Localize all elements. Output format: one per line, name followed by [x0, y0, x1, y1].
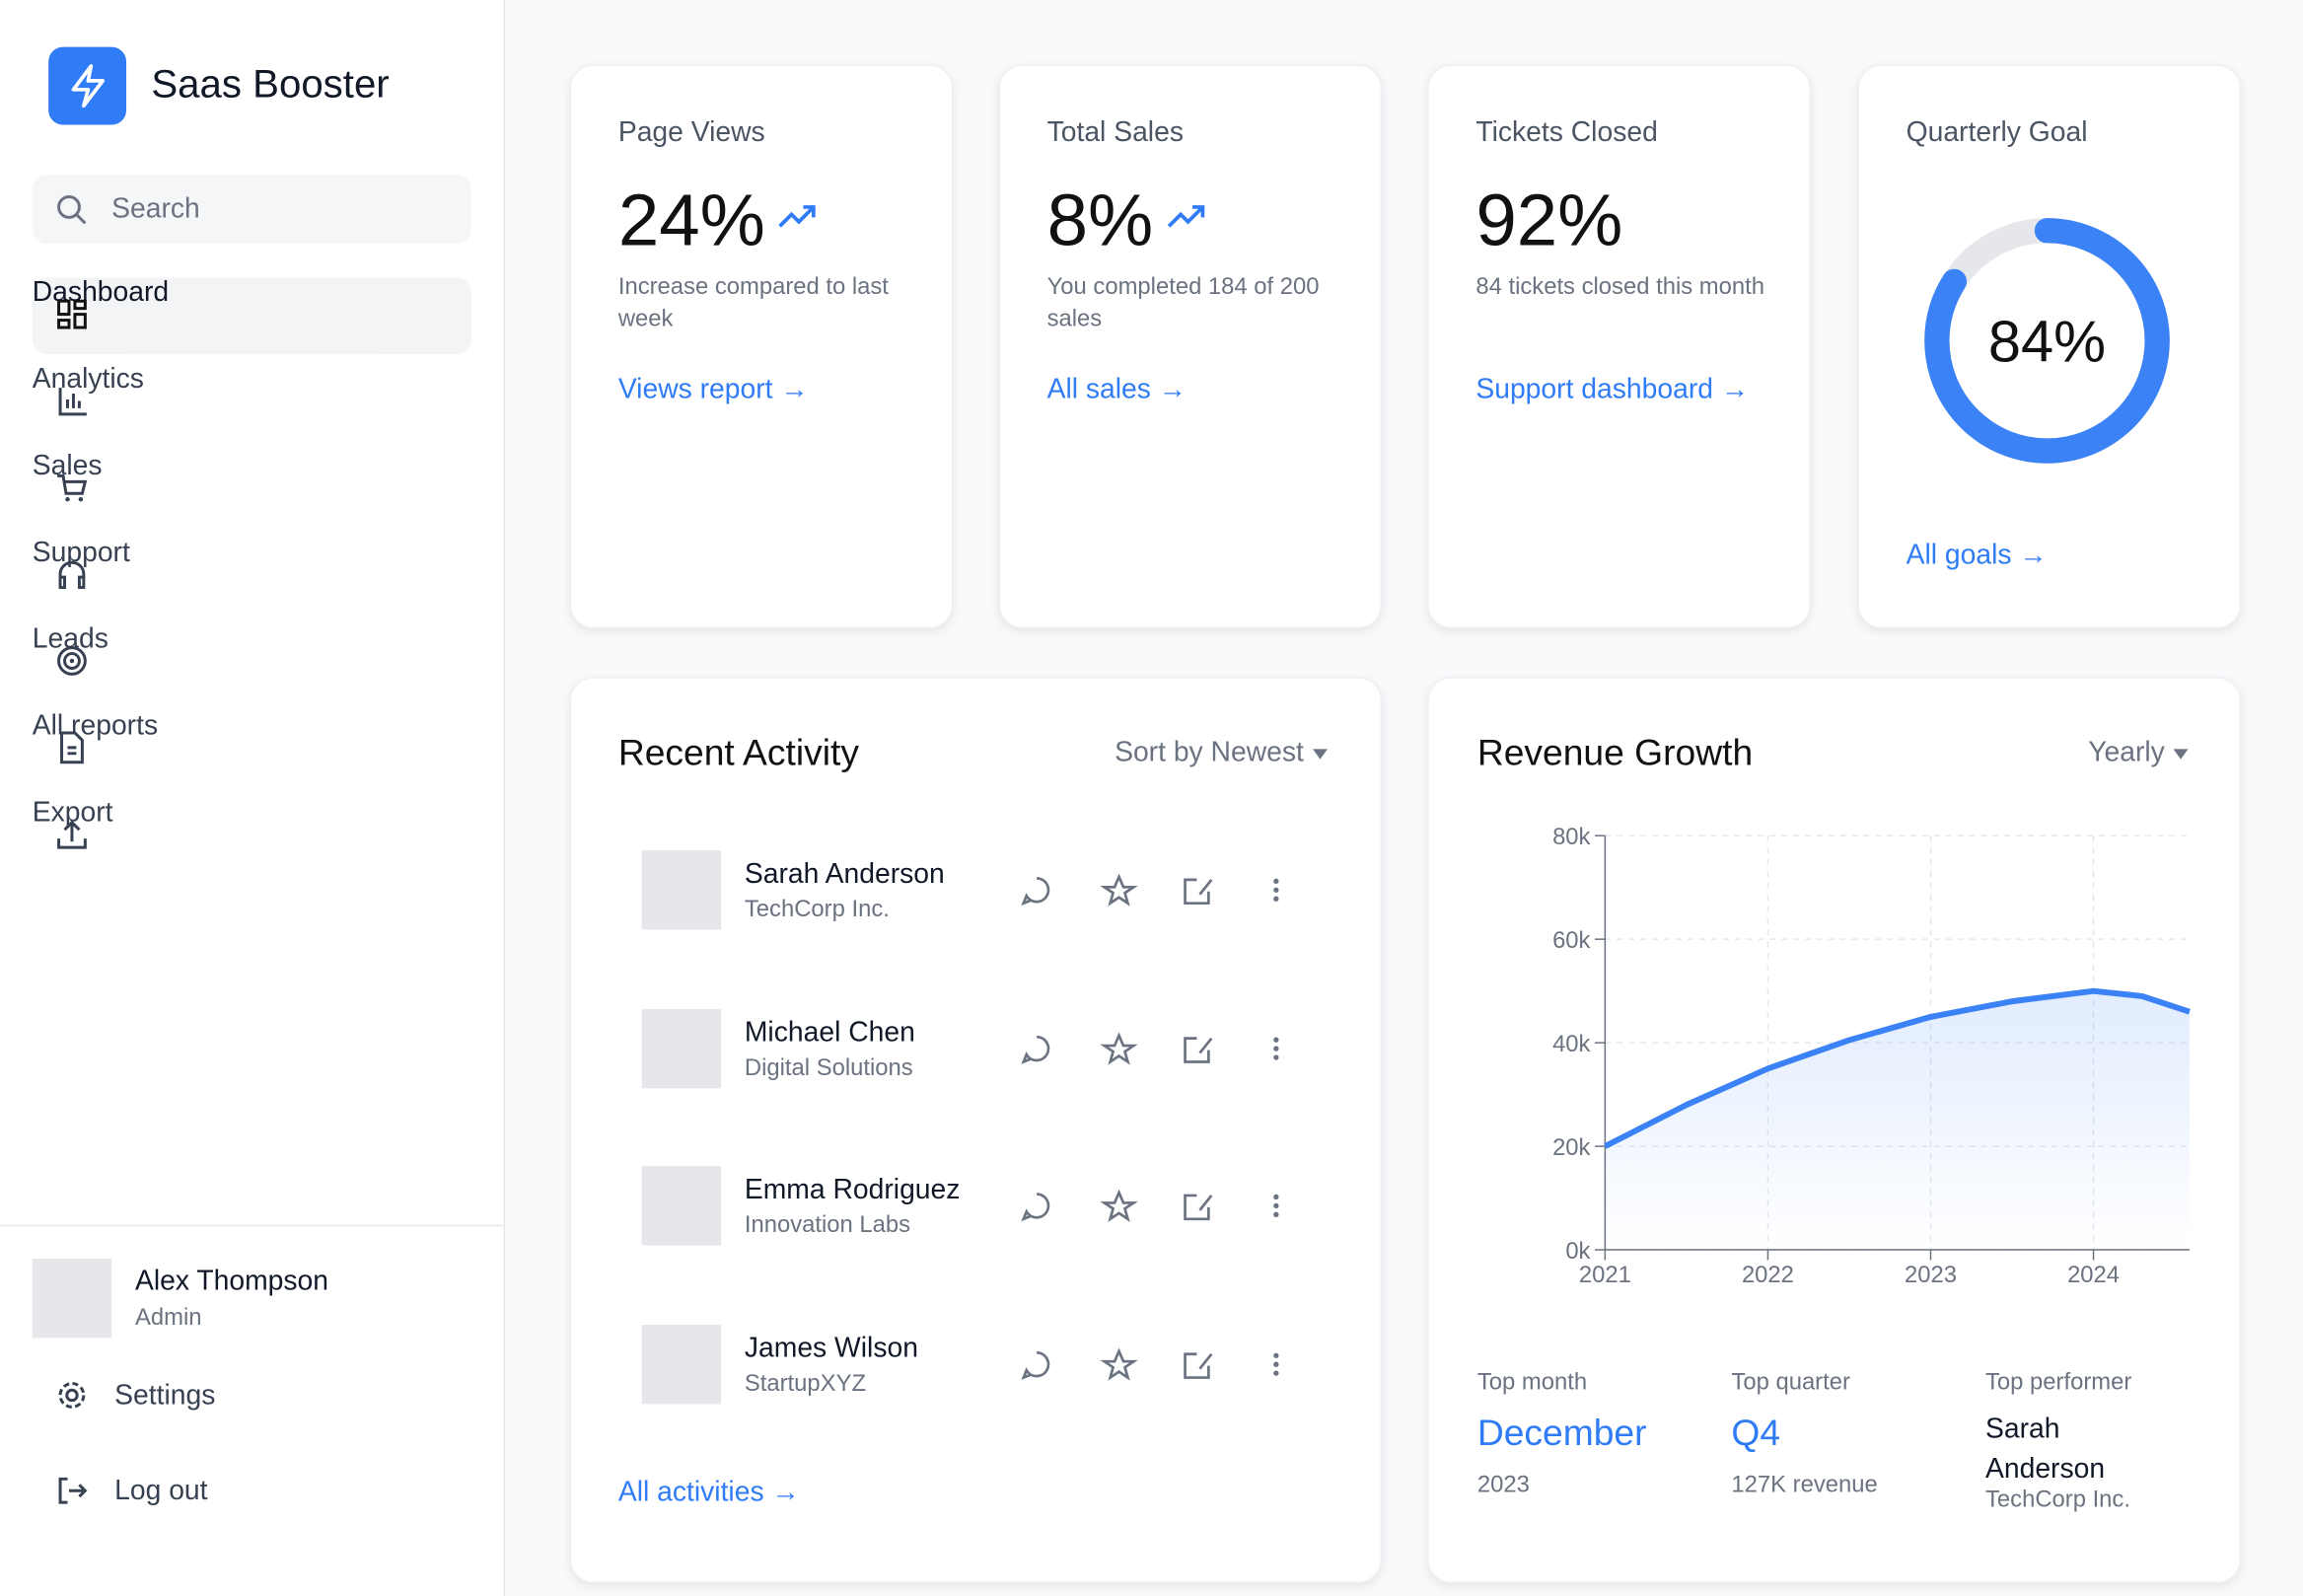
nav-label: All reports [32, 710, 159, 742]
card-title: Quarterly Goal [1906, 117, 2088, 149]
period-select[interactable]: Yearly [2088, 737, 2190, 769]
area [1605, 990, 2190, 1251]
card-title: Page Views [617, 117, 765, 149]
goal-card: Quarterly Goal All goals → [1857, 64, 2242, 629]
highlight-note: 2023 [1476, 1473, 1530, 1498]
stat-note: 84 tickets closed this month [1475, 274, 1764, 300]
search-placeholder: Search [111, 193, 200, 225]
avatar [641, 850, 722, 930]
card-title: Revenue Growth [1476, 732, 1754, 774]
activity-actions[interactable] [1021, 1346, 1300, 1390]
card-link[interactable]: All activities → [617, 1477, 800, 1509]
card-link[interactable]: All sales → [1046, 374, 1187, 405]
x-tick-label: 2024 [2067, 1262, 2120, 1288]
card-title: Recent Activity [617, 732, 859, 774]
sort-label: Sort by Newest [1115, 737, 1304, 768]
highlight-label: Top quarter [1731, 1370, 1850, 1396]
card-link[interactable]: Views report → [617, 374, 809, 405]
activity-name: Michael Chen [744, 1017, 915, 1049]
y-tick-label: 40k [1552, 1031, 1590, 1057]
nav-item[interactable]: Sales [33, 451, 471, 527]
logo [48, 46, 127, 125]
highlight-note: TechCorp Inc. [1984, 1487, 2130, 1513]
goal-label: 84% [1988, 308, 2106, 374]
line [1604, 987, 2191, 1149]
y-tick-label: 60k [1552, 927, 1590, 954]
x-tick-label: 2021 [1579, 1262, 1631, 1288]
goal-arc [1924, 218, 2170, 464]
y-tick-label: 80k [1552, 824, 1590, 850]
nav-label: Leads [32, 623, 108, 656]
nav-item[interactable]: Support [33, 538, 471, 614]
card-link[interactable]: All goals → [1906, 540, 2048, 572]
trend-icon [1167, 205, 1205, 228]
brand: Saas Booster [151, 61, 390, 107]
avatar [641, 1166, 722, 1246]
nav-item[interactable]: Leads [33, 624, 471, 700]
stat-note: You completed 184 of 200 sales [1046, 274, 1320, 332]
nav-item[interactable]: Analytics [33, 364, 471, 440]
activity-name: James Wilson [744, 1333, 918, 1364]
avatar [641, 1324, 722, 1404]
x-tick-label: 2023 [1905, 1262, 1957, 1288]
trend-icon [778, 205, 816, 228]
y-tick-label: 0k [1565, 1238, 1590, 1265]
stat-card: Tickets Closed 92% 84 tickets closed this … [1427, 64, 1811, 629]
stat-value: 24% [617, 179, 765, 262]
logout-label: Log out [114, 1476, 208, 1507]
nav-label: Sales [32, 451, 103, 482]
highlight-note: 127K revenue [1731, 1473, 1878, 1498]
card-title: Tickets Closed [1475, 117, 1658, 149]
activity-company: Digital Solutions [744, 1054, 913, 1081]
activity-company: TechCorp Inc. [744, 897, 890, 923]
period-label: Yearly [2088, 737, 2165, 768]
stat-value: 92% [1475, 179, 1623, 262]
stat-card: Page Views 24% Increase compared to last w… [569, 64, 954, 629]
nav-label: Support [32, 537, 130, 569]
nav-item[interactable]: Dashboard [32, 277, 471, 354]
nav-label: Analytics [32, 364, 144, 396]
highlight-value: Sarah Anderson [1984, 1414, 2106, 1486]
stat-value: 8% [1046, 179, 1154, 262]
user-role: Admin [134, 1305, 202, 1331]
activity-card: Recent Activity Sort by Newest All activ… [569, 677, 1383, 1584]
highlight-value: December [1476, 1413, 1647, 1455]
activity-company: StartupXYZ [744, 1370, 867, 1397]
activity-actions[interactable] [1021, 873, 1300, 916]
activity-name: Emma Rodriguez [744, 1175, 961, 1206]
settings-link[interactable]: Settings [33, 1358, 471, 1434]
stat-note: Increase compared to last week [617, 274, 889, 332]
highlight-value: Q4 [1731, 1413, 1781, 1455]
activity-actions[interactable] [1021, 1189, 1300, 1232]
activity-actions[interactable] [1021, 1031, 1300, 1074]
card-title: Total Sales [1046, 117, 1184, 149]
nav-label: Dashboard [32, 277, 170, 309]
sidebar: Saas Booster Search Alex Thompson Admin … [0, 0, 506, 1596]
divider [0, 1224, 504, 1227]
activity-company: Innovation Labs [744, 1212, 911, 1239]
card-link[interactable]: Support dashboard → [1475, 374, 1750, 405]
stat-card: Total Sales 8% You completed 184 of 200 sa… [998, 64, 1383, 629]
x-tick-label: 2022 [1742, 1262, 1794, 1288]
logout-link[interactable]: Log out [33, 1454, 471, 1530]
sort-select[interactable]: Sort by Newest [1115, 737, 1330, 769]
highlight-label: Top performer [1984, 1370, 2132, 1396]
nav-item[interactable]: Export [33, 797, 471, 873]
y-tick-label: 20k [1552, 1134, 1590, 1161]
user-name: Alex Thompson [134, 1266, 329, 1297]
settings-label: Settings [114, 1380, 216, 1412]
activity-name: Sarah Anderson [744, 859, 945, 891]
nav-item[interactable]: All reports [33, 711, 471, 787]
highlight-label: Top month [1476, 1370, 1588, 1396]
user-avatar [32, 1258, 112, 1339]
search-box[interactable]: Search [32, 175, 471, 245]
avatar [641, 1008, 722, 1088]
